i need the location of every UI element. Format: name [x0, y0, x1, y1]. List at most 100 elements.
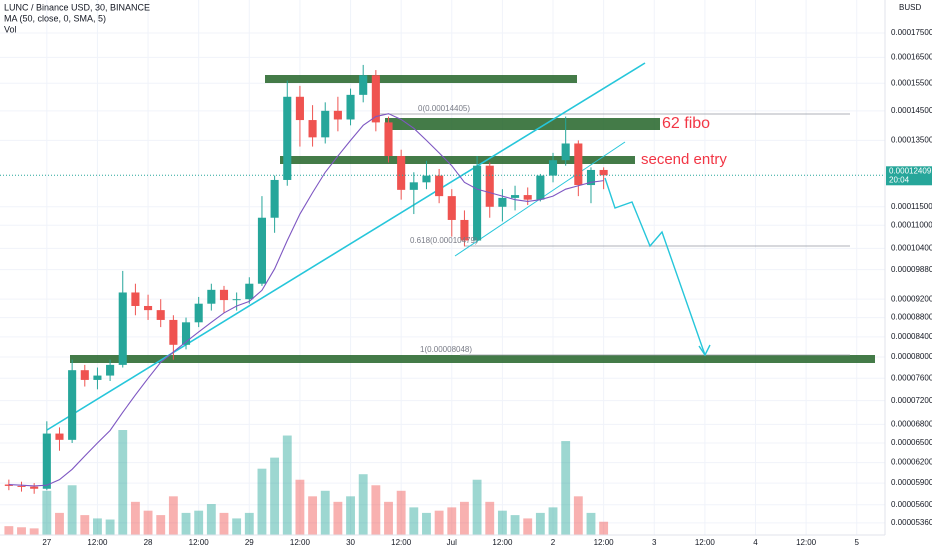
volume-bar [93, 518, 102, 535]
volume-bar [447, 507, 457, 535]
candle-body [295, 96, 304, 121]
volume-bar [206, 504, 216, 535]
candles [0, 64, 885, 494]
y-tick-label: 0.00009200 [891, 294, 932, 303]
x-tick-label: Jul [447, 538, 457, 547]
candle-body [80, 370, 89, 380]
volume-bar [434, 510, 444, 535]
y-tick-label: 0.00005900 [891, 478, 932, 487]
candle-body [397, 156, 406, 190]
volume-bar [472, 479, 482, 535]
candle-body [422, 175, 431, 183]
y-tick-label: 0.00008400 [891, 332, 932, 341]
candle-body [169, 319, 178, 345]
volume-bar [535, 512, 545, 535]
candle-body [574, 143, 583, 186]
volume-bar [270, 457, 280, 535]
volume-bar [181, 512, 191, 535]
volume-bar [409, 507, 419, 535]
x-tick-label: 12:00 [796, 538, 817, 547]
candle-body [561, 143, 570, 161]
volume-bar [55, 512, 64, 535]
candle-body [207, 289, 216, 304]
volume-bar [257, 468, 267, 535]
annotation: 62 fibo [662, 115, 710, 132]
price-axis [885, 0, 932, 550]
x-tick-label: 27 [42, 538, 51, 547]
candle-body [219, 289, 229, 301]
volume-bar [67, 485, 77, 535]
zone [70, 355, 875, 363]
volume-bar [295, 479, 305, 535]
volume-bar [523, 518, 533, 535]
volume-bar [282, 435, 292, 535]
volume-bar [497, 510, 507, 535]
fib-label: 0.618(0.00010479) [410, 236, 478, 245]
price-tag-value: 0.00012409 [889, 166, 932, 175]
candle-body [511, 195, 520, 198]
volume-bar [168, 496, 178, 535]
volume-bar [371, 485, 381, 535]
fib-label: 0(0.00014405) [418, 104, 470, 113]
volume-bar [396, 490, 406, 535]
x-tick-label: 12:00 [87, 538, 108, 547]
candle-body [321, 110, 330, 138]
candle-body [409, 182, 418, 190]
candle-body [333, 110, 342, 120]
candle-body [460, 219, 469, 241]
candle-body [106, 364, 115, 376]
candle-body [30, 486, 39, 489]
candle-body [270, 179, 279, 218]
indicator-label: MA (50, close, 0, SMA, 5) [4, 13, 106, 23]
volume-bar [510, 515, 520, 535]
y-tick-label: 0.00013500 [891, 136, 932, 145]
y-tick-label: 0.00011000 [891, 220, 932, 229]
y-tick-label: 0.00017500 [891, 28, 932, 37]
y-tick-label: 0.00016500 [891, 52, 932, 61]
volume-bar [422, 512, 431, 535]
candle-body [447, 196, 456, 220]
candle-body [536, 175, 545, 200]
candle-body [371, 75, 380, 123]
candle-body [68, 370, 77, 440]
y-tick-label: 0.00015500 [891, 78, 932, 87]
annotation: secend entry [641, 151, 727, 168]
candle-body [473, 165, 482, 241]
arrow-head [698, 344, 711, 357]
candle-body [346, 94, 355, 120]
volume-bar [4, 526, 14, 535]
volume-bar [586, 512, 596, 535]
y-tick-label: 0.00009880 [891, 265, 932, 274]
volume-bar [460, 501, 469, 535]
x-tick-label: 12:00 [594, 538, 615, 547]
candle-body [156, 310, 165, 320]
indicator-label: Vol [4, 24, 17, 34]
projection-path [604, 177, 706, 356]
volume-bar [130, 501, 140, 535]
candle-body [384, 122, 393, 157]
volume-bar [29, 528, 39, 535]
y-tick-label: 0.00007200 [891, 396, 932, 405]
x-tick-label: 3 [652, 538, 657, 547]
x-tick-label: 29 [245, 538, 254, 547]
candle-body [359, 75, 368, 95]
y-tick-label: 0.00006500 [891, 438, 932, 447]
y-tick-label: 0.00006200 [891, 458, 932, 467]
x-tick-label: 12:00 [189, 538, 210, 547]
candle-body [245, 283, 254, 300]
price-tag-countdown: 20:04 [889, 175, 910, 184]
x-tick-label: 28 [144, 538, 153, 547]
axes: 0.00017500 0.00016500 0.00015500 0.00014500… [42, 28, 932, 547]
ma-line [8, 113, 604, 487]
x-tick-label: 12:00 [391, 538, 412, 547]
volume-bar [143, 510, 153, 535]
fib-label: 1(0.00008048) [420, 345, 472, 354]
volume-bar [105, 519, 115, 535]
candle-body [144, 305, 153, 311]
y-tick-label: 0.00014500 [891, 106, 932, 115]
candle-body [4, 484, 13, 486]
candle-body [232, 299, 241, 301]
volume-bar [232, 518, 242, 535]
candle-body [93, 375, 102, 380]
